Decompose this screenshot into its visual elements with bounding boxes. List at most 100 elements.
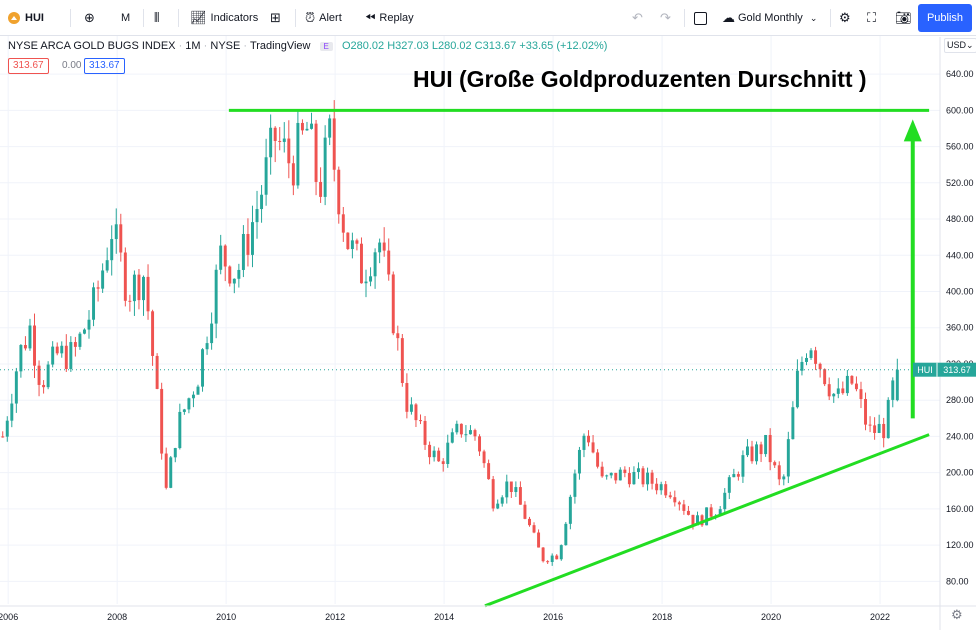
candle-body (668, 495, 672, 498)
symbol-search-button[interactable]: HUI (8, 0, 44, 36)
redo-icon: ↷ (660, 10, 671, 25)
candle-body (201, 349, 205, 387)
candle-body (727, 477, 731, 493)
candle-body (673, 497, 677, 503)
candle-body (509, 481, 513, 493)
sell-price-box[interactable]: 313.67 (8, 58, 49, 74)
rewind-icon: ⏪︎ (365, 10, 376, 25)
candle-body (223, 245, 227, 267)
publish-button[interactable]: Publish (918, 4, 972, 32)
candle-body (78, 333, 82, 347)
square-icon (694, 11, 707, 25)
candle-body (577, 449, 581, 474)
candle-body (537, 532, 541, 548)
candle-body (37, 365, 41, 385)
candle-body (723, 492, 727, 510)
candle-body (23, 345, 27, 349)
candle-body (882, 423, 886, 439)
fullscreen-button[interactable]: ⛶ (867, 0, 876, 36)
candle-body (296, 122, 300, 186)
candle-body (582, 435, 586, 450)
candle-body (596, 452, 600, 467)
candle-body (409, 404, 413, 412)
toolbar-divider (70, 9, 71, 27)
candle-body (269, 127, 273, 158)
candle-body (600, 466, 604, 477)
alert-button[interactable]: ⏰︎ Alert (305, 0, 342, 36)
redo-button[interactable]: ↷ (660, 0, 671, 36)
earnings-tag[interactable]: E (319, 42, 333, 51)
candle-body (873, 425, 877, 433)
toolbar-divider (143, 9, 144, 27)
series-legend: NYSE ARCA GOLD BUGS INDEX · 1M · NYSE · … (8, 40, 607, 52)
price-tick-label: 280.00 (946, 395, 974, 405)
candle-body (137, 274, 141, 301)
candle-body (378, 242, 382, 253)
interval-button[interactable]: M (121, 0, 130, 36)
candle-body (823, 369, 827, 385)
indicators-icon: 📈︎ (190, 10, 207, 25)
candle-body (845, 375, 849, 394)
scale-settings-gear-icon[interactable]: ⚙︎ (951, 607, 963, 622)
candle-body (750, 446, 754, 462)
chart-type-button[interactable]: ⫴ (154, 0, 159, 36)
candle-body (119, 224, 123, 253)
candle-body (382, 242, 386, 251)
candle-body (110, 239, 114, 261)
candle-body (214, 269, 218, 324)
candle-body (419, 420, 422, 422)
layout-name-dropdown[interactable]: ☁︎ Gold Monthly ⌄ (722, 0, 817, 36)
candle-body (105, 260, 109, 271)
price-tick-label: 400.00 (946, 287, 974, 297)
layout-toggle-button[interactable] (694, 0, 707, 36)
candle-body (587, 435, 590, 443)
candle-body (755, 444, 759, 462)
legend-dot: · (203, 40, 211, 52)
candle-body (14, 371, 18, 404)
candle-body (359, 243, 363, 284)
candle-body (114, 224, 118, 240)
candle-body (282, 138, 286, 142)
toolbar-divider (830, 9, 831, 27)
compare-add-button[interactable]: ⊕ (84, 0, 95, 36)
candle-body (632, 471, 636, 485)
buy-price-box[interactable]: 313.67 (84, 58, 125, 74)
candle-body (832, 393, 836, 397)
alert-label: Alert (319, 12, 342, 24)
settings-button[interactable]: ⚙︎ (839, 0, 851, 36)
time-tick-label: 2016 (543, 612, 563, 622)
chart-annotation-text[interactable]: HUI (Große Goldproduzenten Durschnitt ) (413, 66, 867, 92)
snapshot-button[interactable]: 📷︎ (895, 0, 912, 36)
candle-body (10, 403, 14, 421)
price-tick-label: 360.00 (946, 323, 974, 333)
candle-body (441, 461, 445, 464)
candle-body (260, 194, 264, 210)
templates-button[interactable]: ⊞ (270, 0, 281, 36)
target-arrow-head (903, 119, 922, 142)
chevron-down-icon: ⌄ (809, 12, 818, 23)
candle-body (187, 398, 191, 410)
candle-body (809, 350, 813, 358)
candle-body (305, 128, 309, 131)
candle-body (173, 448, 177, 458)
chevron-down-icon: ⌄ (966, 40, 974, 50)
price-tick-label: 600.00 (946, 105, 974, 115)
indicators-button[interactable]: 📈︎ Indicators (190, 0, 258, 36)
symbol-full-name[interactable]: NYSE ARCA GOLD BUGS INDEX (8, 40, 176, 52)
interval-label: M (121, 12, 131, 24)
undo-button[interactable]: ↶ (632, 0, 643, 36)
candle-body (745, 446, 749, 456)
candle-body (64, 345, 68, 369)
candle-body (323, 137, 327, 197)
candle-body (237, 269, 241, 279)
candle-body (355, 240, 359, 244)
candle-body (886, 399, 890, 439)
candle-body (800, 361, 804, 371)
replay-button[interactable]: ⏪︎ Replay (365, 0, 414, 36)
candle-body (795, 370, 799, 408)
time-tick-label: 2010 (216, 612, 236, 622)
time-tick-label: 2022 (870, 612, 890, 622)
candle-body (818, 363, 822, 370)
currency-selector[interactable]: USD⌄ (944, 38, 976, 53)
